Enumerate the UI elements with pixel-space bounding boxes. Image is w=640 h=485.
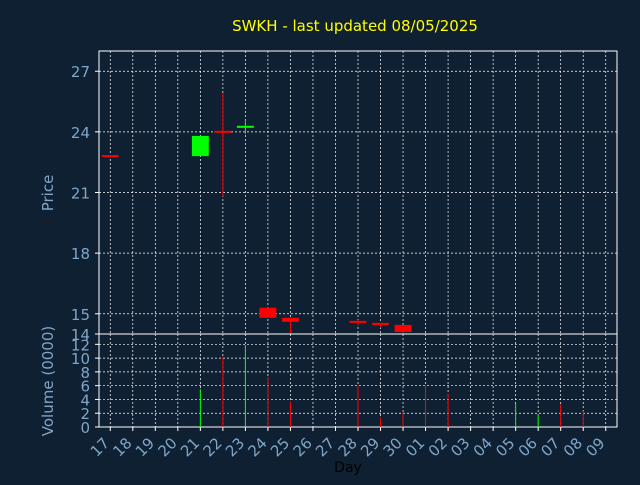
volume-tick-label: 4 xyxy=(80,391,90,409)
volume-tick-label: 6 xyxy=(80,378,90,396)
candles-group xyxy=(101,93,412,334)
candle-body xyxy=(372,322,389,325)
candle-body xyxy=(281,317,299,322)
price-tick-label: 27 xyxy=(71,63,90,81)
price-panel: 14 15 18 21 24 27 xyxy=(71,50,618,344)
volume-tick-label: 10 xyxy=(71,350,90,368)
candle-body xyxy=(394,324,412,332)
candle-body xyxy=(236,125,254,128)
volume-tick-label: 12 xyxy=(71,336,90,354)
volume-bars-group xyxy=(199,345,584,427)
price-tick-label: 14 xyxy=(71,326,90,344)
candle-body xyxy=(214,130,232,133)
price-tick-label: 24 xyxy=(71,124,90,142)
candle-body xyxy=(191,135,209,157)
volume-axis-label: Volume (0000) xyxy=(39,326,57,436)
volume-tick-label: 8 xyxy=(80,364,90,382)
candle-body xyxy=(101,155,119,158)
price-tick-label: 18 xyxy=(71,245,90,263)
volume-tick-label: 0 xyxy=(80,419,90,437)
candle-body xyxy=(259,307,277,318)
chart-title: SWKH - last updated 08/05/2025 xyxy=(232,17,478,35)
price-tick-label: 15 xyxy=(71,306,90,324)
price-tick-label: 21 xyxy=(71,185,90,203)
candle-body xyxy=(349,320,367,323)
price-axis-label: Price xyxy=(39,175,57,212)
volume-tick-label: 2 xyxy=(80,405,90,423)
x-axis-label: Day xyxy=(334,460,362,476)
